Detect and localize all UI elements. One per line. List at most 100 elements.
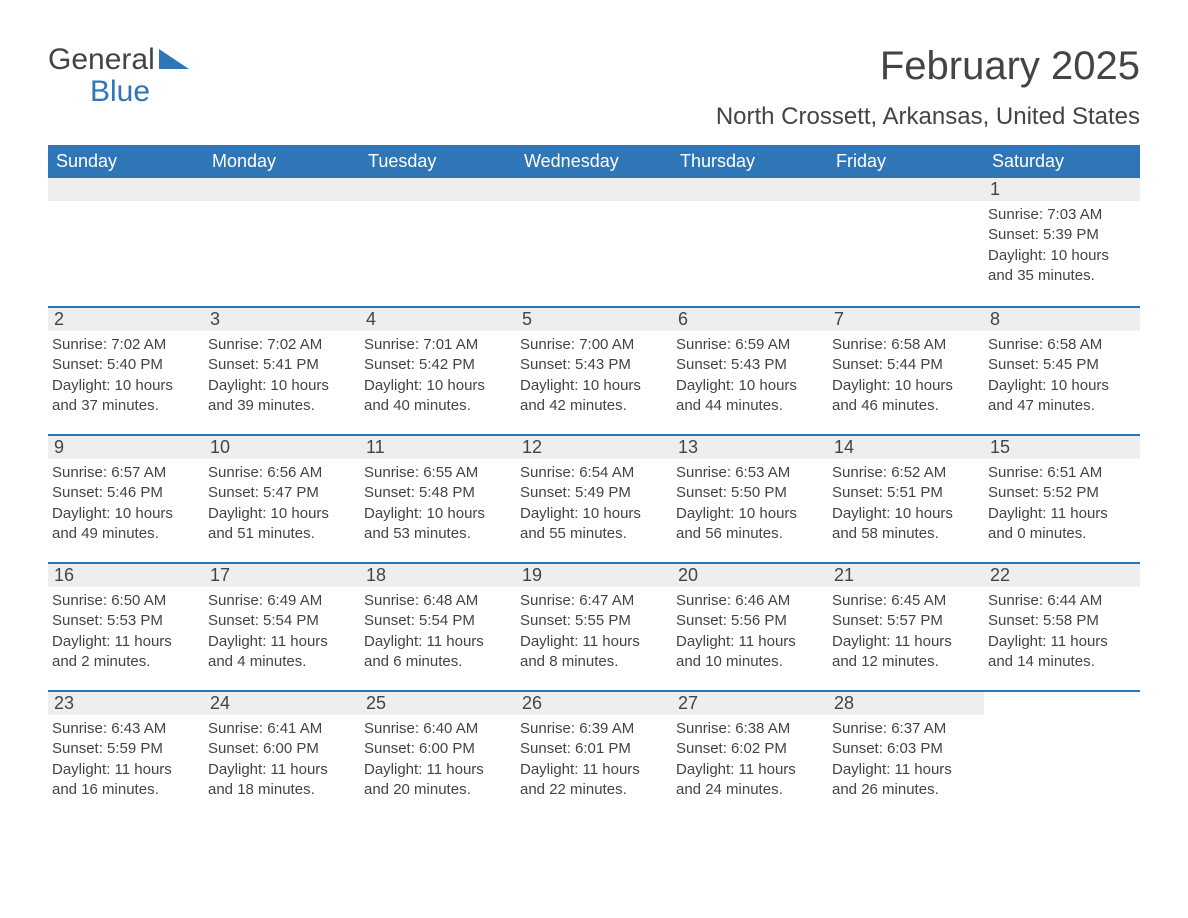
day-header-friday: Friday xyxy=(828,145,984,178)
day-number: 21 xyxy=(828,564,984,587)
calendar: Sunday Monday Tuesday Wednesday Thursday… xyxy=(48,145,1140,818)
day-cell xyxy=(204,178,360,306)
day-cell: 8Sunrise: 6:58 AMSunset: 5:45 PMDaylight… xyxy=(984,308,1140,434)
day-body: Sunrise: 7:02 AMSunset: 5:40 PMDaylight:… xyxy=(48,331,204,434)
day-daylight2: and 42 minutes. xyxy=(520,396,668,416)
day-daylight1: Daylight: 11 hours xyxy=(520,760,668,780)
day-sunset: Sunset: 5:57 PM xyxy=(832,611,980,631)
day-daylight1: Daylight: 10 hours xyxy=(988,246,1136,266)
day-sunrise: Sunrise: 6:40 AM xyxy=(364,719,512,739)
day-daylight2: and 24 minutes. xyxy=(676,780,824,800)
day-number: 11 xyxy=(360,436,516,459)
month-title: February 2025 xyxy=(716,44,1140,89)
day-daylight1: Daylight: 10 hours xyxy=(52,504,200,524)
day-sunrise: Sunrise: 6:53 AM xyxy=(676,463,824,483)
day-body: Sunrise: 6:54 AMSunset: 5:49 PMDaylight:… xyxy=(516,459,672,562)
day-daylight1: Daylight: 10 hours xyxy=(676,504,824,524)
day-sunrise: Sunrise: 6:46 AM xyxy=(676,591,824,611)
day-sunset: Sunset: 6:00 PM xyxy=(208,739,356,759)
day-number: 1 xyxy=(984,178,1140,201)
day-daylight2: and 37 minutes. xyxy=(52,396,200,416)
day-body: Sunrise: 6:55 AMSunset: 5:48 PMDaylight:… xyxy=(360,459,516,562)
day-sunset: Sunset: 5:43 PM xyxy=(520,355,668,375)
day-cell: 7Sunrise: 6:58 AMSunset: 5:44 PMDaylight… xyxy=(828,308,984,434)
day-sunset: Sunset: 5:49 PM xyxy=(520,483,668,503)
day-body: Sunrise: 6:51 AMSunset: 5:52 PMDaylight:… xyxy=(984,459,1140,562)
day-body: Sunrise: 6:40 AMSunset: 6:00 PMDaylight:… xyxy=(360,715,516,818)
day-sunset: Sunset: 5:54 PM xyxy=(364,611,512,631)
day-daylight2: and 35 minutes. xyxy=(988,266,1136,286)
day-cell: 13Sunrise: 6:53 AMSunset: 5:50 PMDayligh… xyxy=(672,436,828,562)
day-body: Sunrise: 6:44 AMSunset: 5:58 PMDaylight:… xyxy=(984,587,1140,690)
day-sunset: Sunset: 5:53 PM xyxy=(52,611,200,631)
day-sunrise: Sunrise: 6:39 AM xyxy=(520,719,668,739)
day-daylight2: and 39 minutes. xyxy=(208,396,356,416)
day-sunset: Sunset: 5:52 PM xyxy=(988,483,1136,503)
day-header-saturday: Saturday xyxy=(984,145,1140,178)
day-number: 10 xyxy=(204,436,360,459)
day-number: 24 xyxy=(204,692,360,715)
week-row: 2Sunrise: 7:02 AMSunset: 5:40 PMDaylight… xyxy=(48,306,1140,434)
day-sunrise: Sunrise: 6:41 AM xyxy=(208,719,356,739)
day-daylight1: Daylight: 11 hours xyxy=(52,760,200,780)
day-sunset: Sunset: 6:01 PM xyxy=(520,739,668,759)
day-daylight1: Daylight: 11 hours xyxy=(520,632,668,652)
day-daylight1: Daylight: 10 hours xyxy=(832,376,980,396)
day-daylight2: and 58 minutes. xyxy=(832,524,980,544)
day-daylight1: Daylight: 10 hours xyxy=(364,504,512,524)
day-number: 2 xyxy=(48,308,204,331)
day-cell: 4Sunrise: 7:01 AMSunset: 5:42 PMDaylight… xyxy=(360,308,516,434)
day-body: Sunrise: 6:46 AMSunset: 5:56 PMDaylight:… xyxy=(672,587,828,690)
day-number: 18 xyxy=(360,564,516,587)
day-sunrise: Sunrise: 7:02 AM xyxy=(52,335,200,355)
day-number: 25 xyxy=(360,692,516,715)
day-daylight1: Daylight: 11 hours xyxy=(988,632,1136,652)
day-daylight2: and 4 minutes. xyxy=(208,652,356,672)
day-body: Sunrise: 6:48 AMSunset: 5:54 PMDaylight:… xyxy=(360,587,516,690)
day-body: Sunrise: 6:43 AMSunset: 5:59 PMDaylight:… xyxy=(48,715,204,818)
weeks-container: 1Sunrise: 7:03 AMSunset: 5:39 PMDaylight… xyxy=(48,178,1140,818)
day-number: 26 xyxy=(516,692,672,715)
day-number: 28 xyxy=(828,692,984,715)
week-row: 16Sunrise: 6:50 AMSunset: 5:53 PMDayligh… xyxy=(48,562,1140,690)
day-daylight2: and 0 minutes. xyxy=(988,524,1136,544)
day-cell: 27Sunrise: 6:38 AMSunset: 6:02 PMDayligh… xyxy=(672,692,828,818)
header: General Blue February 2025 North Crosset… xyxy=(48,44,1140,131)
day-cell: 21Sunrise: 6:45 AMSunset: 5:57 PMDayligh… xyxy=(828,564,984,690)
day-cell: 16Sunrise: 6:50 AMSunset: 5:53 PMDayligh… xyxy=(48,564,204,690)
day-number: 9 xyxy=(48,436,204,459)
day-body: Sunrise: 7:03 AMSunset: 5:39 PMDaylight:… xyxy=(984,201,1140,304)
day-cell xyxy=(516,178,672,306)
day-daylight1: Daylight: 10 hours xyxy=(208,376,356,396)
day-body: Sunrise: 6:50 AMSunset: 5:53 PMDaylight:… xyxy=(48,587,204,690)
day-daylight2: and 16 minutes. xyxy=(52,780,200,800)
day-sunrise: Sunrise: 6:43 AM xyxy=(52,719,200,739)
day-number: 8 xyxy=(984,308,1140,331)
day-body: Sunrise: 6:58 AMSunset: 5:44 PMDaylight:… xyxy=(828,331,984,434)
day-sunset: Sunset: 5:54 PM xyxy=(208,611,356,631)
day-body: Sunrise: 6:39 AMSunset: 6:01 PMDaylight:… xyxy=(516,715,672,818)
day-number: 7 xyxy=(828,308,984,331)
day-body: Sunrise: 6:57 AMSunset: 5:46 PMDaylight:… xyxy=(48,459,204,562)
day-body: Sunrise: 6:38 AMSunset: 6:02 PMDaylight:… xyxy=(672,715,828,818)
day-sunset: Sunset: 5:42 PM xyxy=(364,355,512,375)
logo-text-block: General Blue xyxy=(48,44,189,107)
day-body: Sunrise: 6:52 AMSunset: 5:51 PMDaylight:… xyxy=(828,459,984,562)
day-daylight1: Daylight: 10 hours xyxy=(364,376,512,396)
day-number xyxy=(516,178,672,201)
day-sunset: Sunset: 6:00 PM xyxy=(364,739,512,759)
day-body: Sunrise: 6:47 AMSunset: 5:55 PMDaylight:… xyxy=(516,587,672,690)
day-sunrise: Sunrise: 6:56 AM xyxy=(208,463,356,483)
day-sunset: Sunset: 6:02 PM xyxy=(676,739,824,759)
day-sunrise: Sunrise: 6:58 AM xyxy=(832,335,980,355)
day-body: Sunrise: 7:02 AMSunset: 5:41 PMDaylight:… xyxy=(204,331,360,434)
day-sunrise: Sunrise: 6:49 AM xyxy=(208,591,356,611)
day-sunrise: Sunrise: 6:55 AM xyxy=(364,463,512,483)
day-header-row: Sunday Monday Tuesday Wednesday Thursday… xyxy=(48,145,1140,178)
day-cell xyxy=(48,178,204,306)
day-cell: 6Sunrise: 6:59 AMSunset: 5:43 PMDaylight… xyxy=(672,308,828,434)
day-daylight2: and 46 minutes. xyxy=(832,396,980,416)
day-number: 3 xyxy=(204,308,360,331)
day-number: 20 xyxy=(672,564,828,587)
day-daylight2: and 47 minutes. xyxy=(988,396,1136,416)
